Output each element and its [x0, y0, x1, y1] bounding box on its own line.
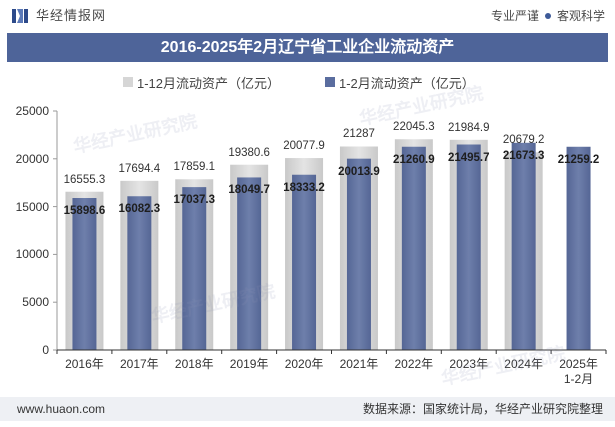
value-label-jan-feb-2018: 17037.3: [173, 194, 216, 207]
value-label-jan-feb-2025: 21259.2: [557, 153, 600, 166]
legend-label-annual: 1-12月流动资产（亿元）: [137, 75, 281, 91]
bar-jan-feb-2019: [237, 177, 262, 350]
bar-jan-feb-2020: [292, 174, 317, 350]
value-label-jan-feb-2019: 18049.7: [228, 184, 270, 197]
y-tick-label-20000: 20000: [15, 151, 49, 166]
legend-label-jan-feb: 1-2月流动资产（亿元）: [339, 75, 475, 91]
bar-jan-feb-2025: [566, 146, 591, 350]
value-label-jan-feb-2016: 15898.6: [63, 205, 106, 217]
legend-swatch-annual: [123, 77, 133, 87]
value-label-annual-2016: 16555.3: [63, 173, 106, 186]
title-bar: 2016-2025年2月辽宁省工业企业流动资产: [7, 33, 608, 62]
y-tick-label-10000: 10000: [15, 247, 49, 262]
value-label-jan-feb-2021: 20013.9: [338, 165, 380, 178]
bar-jan-feb-2017: [127, 196, 152, 350]
bar-jan-feb-2022: [401, 146, 426, 350]
value-label-annual-2024: 20679.2: [502, 134, 545, 147]
x-tick-label-2017: 2017年: [119, 357, 159, 371]
tagline-right: 客观科学: [556, 9, 605, 23]
footer: www.huaon.com 数据来源：国家统计局，华经产业研究院整理: [0, 397, 615, 421]
x-tick-label-2016: 2016年: [65, 357, 104, 371]
bar-jan-feb-2018: [182, 187, 207, 350]
x-tick-label-2020: 2020年: [284, 357, 324, 371]
legend-item-annual: 1-12月流动资产（亿元）: [123, 74, 281, 91]
x-tick-label-2021: 2021年: [339, 357, 379, 371]
bar-chart-canvas: [53, 110, 607, 354]
value-label-annual-2022: 22045.3: [393, 121, 435, 134]
legend-swatch-jan-feb: [325, 77, 335, 87]
separator-dot-icon: [544, 13, 551, 19]
value-label-annual-2019: 19380.6: [228, 146, 270, 159]
x-tick-label-2019: 2019年: [229, 357, 269, 371]
value-label-jan-feb-2024: 21673.3: [502, 149, 545, 162]
value-label-annual-2017: 17694.4: [118, 162, 161, 175]
y-tick-label-5000: 5000: [22, 295, 49, 310]
y-tick-label-0: 0: [42, 343, 49, 357]
value-label-annual-2023: 21984.9: [447, 121, 490, 134]
logo-text: 华经情报网: [36, 8, 107, 23]
x-tick-label-2025: 2025年 1-2月: [559, 357, 598, 386]
bar-jan-feb-2016: [72, 198, 97, 350]
x-tick-label-2023: 2023年: [449, 357, 489, 371]
chart-title: 2016-2025年2月辽宁省工业企业流动资产: [160, 39, 455, 56]
value-label-annual-2020: 20077.9: [283, 140, 325, 153]
header: 华经情报网 专业严谨 客观科学: [0, 0, 615, 30]
bar-jan-feb-2021: [346, 158, 371, 350]
value-label-annual-2021: 21287: [342, 128, 375, 141]
bar-chart: 0 5000 10000 15000 20000 25000 2016年 2017年 2018年…: [0, 95, 615, 395]
logo-icon: [11, 7, 29, 25]
y-tick-label-25000: 25000: [15, 104, 49, 118]
footer-website: www.huaon.com: [17, 402, 106, 416]
value-label-jan-feb-2023: 21495.7: [447, 151, 490, 164]
bar-jan-feb-2023: [456, 144, 481, 350]
bar-jan-feb-2024: [511, 142, 536, 350]
value-label-annual-2018: 17859.1: [173, 161, 216, 174]
tagline-left: 专业严谨: [490, 9, 539, 23]
y-tick-label-15000: 15000: [15, 199, 49, 214]
tagline: 专业严谨 客观科学: [491, 7, 605, 25]
x-tick-label-2018: 2018年: [174, 357, 214, 371]
value-label-jan-feb-2020: 18333.2: [283, 181, 325, 194]
x-tick-label-2022: 2022年: [394, 357, 434, 371]
value-label-jan-feb-2022: 21260.9: [393, 153, 435, 166]
x-tick-label-2024: 2024年: [504, 357, 543, 371]
legend-item-jan-feb: 1-2月流动资产（亿元）: [325, 74, 475, 91]
footer-source: 数据来源：国家统计局，华经产业研究院整理: [362, 402, 603, 416]
value-label-jan-feb-2017: 16082.3: [118, 203, 161, 216]
